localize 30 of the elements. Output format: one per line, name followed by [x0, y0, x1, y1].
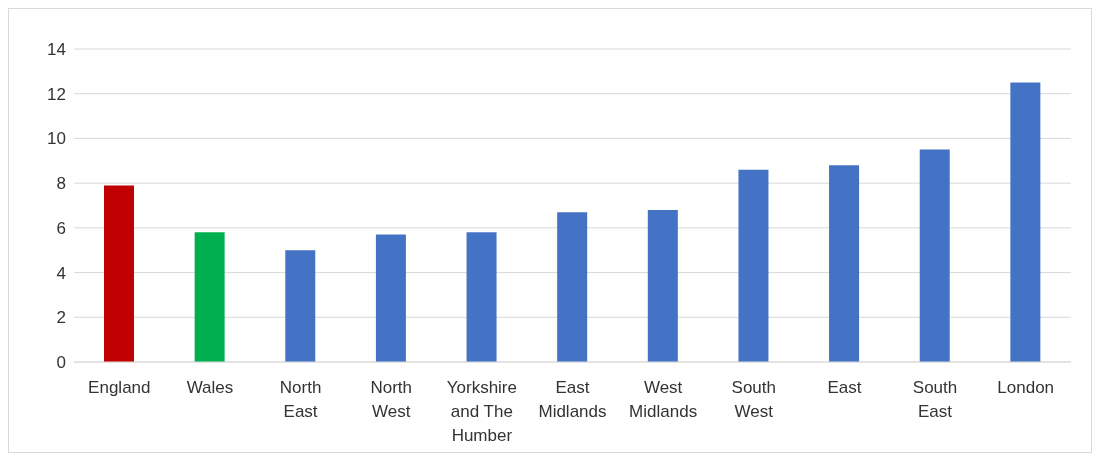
- y-tick-label: 2: [56, 308, 66, 328]
- x-tick-label: London: [997, 378, 1055, 398]
- bar: [285, 250, 316, 362]
- bar: [829, 165, 860, 362]
- x-tick-label: South West: [731, 378, 776, 422]
- y-tick-label: 10: [47, 129, 66, 149]
- bar: [466, 232, 497, 362]
- x-tick-label: North East: [279, 378, 322, 422]
- x-tick-label: West Midlands: [629, 378, 698, 422]
- bar: [1010, 82, 1041, 362]
- y-tick-label: 6: [56, 218, 66, 238]
- x-tick-label: Wales: [186, 378, 234, 398]
- x-tick-label: England: [88, 378, 151, 398]
- x-tick-label: South East: [912, 378, 958, 422]
- y-tick-label: 14: [47, 40, 66, 60]
- y-tick-label: 0: [56, 353, 66, 373]
- bar: [375, 234, 406, 362]
- y-tick-label: 4: [56, 263, 66, 283]
- bar: [919, 149, 950, 362]
- bar: [104, 185, 134, 362]
- x-tick-label: North West: [370, 378, 413, 422]
- y-tick-label: 8: [56, 174, 66, 194]
- x-tick-label: East Midlands: [538, 378, 607, 422]
- x-tick-label: Yorkshire and The Humber: [446, 378, 517, 445]
- x-tick-label: East: [827, 378, 862, 398]
- bar: [738, 169, 769, 362]
- bar: [194, 232, 225, 362]
- y-tick-label: 12: [47, 84, 66, 104]
- bar: [647, 209, 678, 362]
- bar: [557, 212, 588, 362]
